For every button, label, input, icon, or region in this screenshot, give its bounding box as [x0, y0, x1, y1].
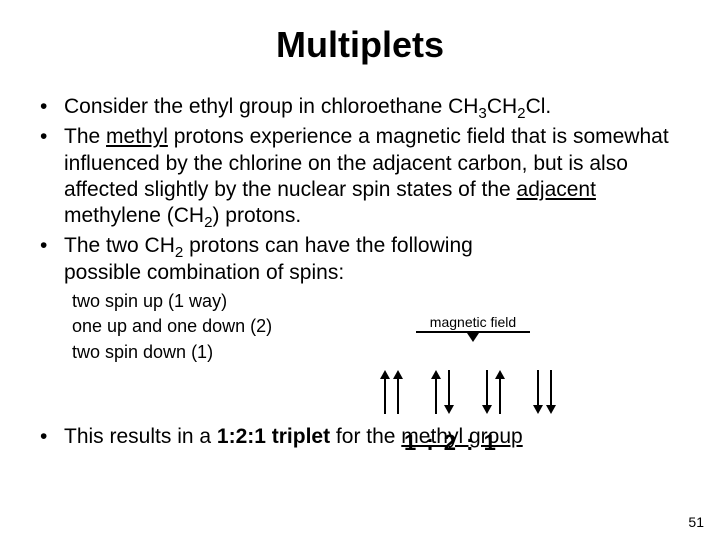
bullet-3: The two CH2 protons can have the followi… [36, 233, 684, 286]
bullet-4: This results in a 1:2:1 triplet for the … [36, 424, 684, 450]
ratio-label: 1 : 2 : 1 [404, 430, 498, 456]
spin-group-up-down [431, 370, 454, 414]
sub-line-3: two spin down (1) [72, 341, 684, 364]
arrow-down-icon [444, 370, 454, 414]
arrow-up-icon [393, 370, 403, 414]
b1-sub-1: 3 [478, 105, 486, 122]
sub-line-1: two spin up (1 way) [72, 290, 684, 313]
arrowhead-down-icon [467, 333, 479, 342]
bullet-2: The methyl protons experience a magnetic… [36, 124, 684, 229]
spin-diagram [380, 370, 556, 414]
spin-group-down-up [482, 370, 505, 414]
bullet-list-2: This results in a 1:2:1 triplet for the … [36, 424, 684, 450]
page-number: 51 [688, 514, 704, 530]
b2-text-a: The [64, 125, 106, 148]
b3-text-a: The two CH [64, 234, 175, 257]
arrow-down-icon [482, 370, 492, 414]
b1-text-b: CH [487, 95, 517, 118]
b2-methyl: methyl [106, 125, 168, 148]
arrow-up-icon [431, 370, 441, 414]
spin-group-down-down [533, 370, 556, 414]
b4-text-b: for the [330, 425, 401, 448]
sub-line-2: one up and one down (2) [72, 315, 684, 338]
slide: Multiplets Consider the ethyl group in c… [0, 0, 720, 540]
b4-text-a: This results in a [64, 425, 217, 448]
arrow-down-icon [546, 370, 556, 414]
magnetic-field-label: magnetic field [416, 314, 530, 330]
arrow-up-icon [495, 370, 505, 414]
magnetic-field-indicator: magnetic field [416, 314, 530, 342]
b1-sub-2: 2 [517, 105, 525, 122]
b2-text-d: ) protons. [212, 204, 301, 227]
bullet-list: Consider the ethyl group in chloroethane… [36, 94, 684, 286]
b2-text-c: methylene (CH [64, 204, 204, 227]
b1-text-a: Consider the ethyl group in chloroethane… [64, 95, 478, 118]
arrow-down-icon [533, 370, 543, 414]
b2-adjacent: adjacent [517, 178, 596, 201]
bullet-1: Consider the ethyl group in chloroethane… [36, 94, 684, 120]
spin-group-up-up [380, 370, 403, 414]
b1-text-c: Cl. [526, 95, 552, 118]
b4-bold: 1:2:1 triplet [217, 425, 330, 448]
arrow-up-icon [380, 370, 390, 414]
slide-title: Multiplets [36, 24, 684, 66]
